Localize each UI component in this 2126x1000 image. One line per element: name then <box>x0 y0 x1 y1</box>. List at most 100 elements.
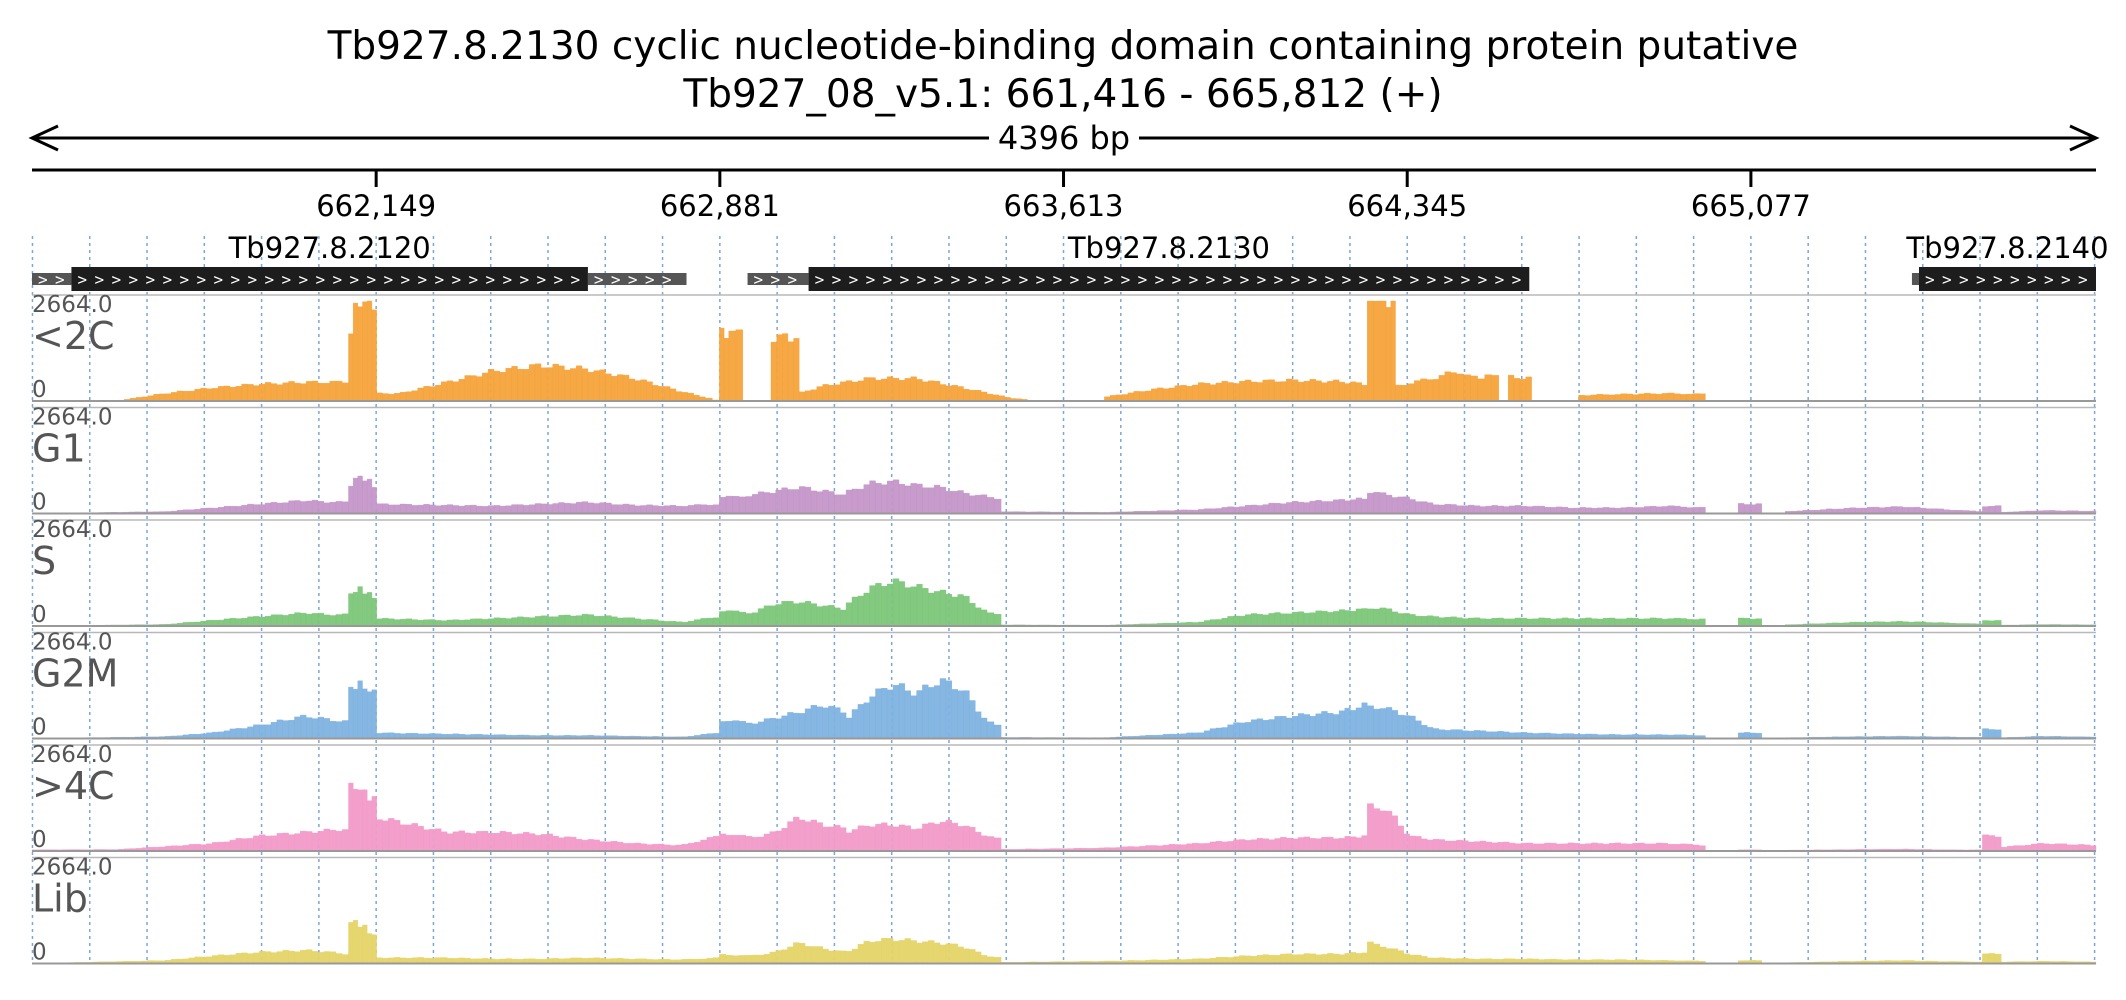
strand-chevron: > <box>468 270 478 289</box>
strand-chevron: > <box>1427 270 1437 289</box>
coverage-bars <box>1000 952 1368 964</box>
strand-chevron: > <box>1461 270 1471 289</box>
strand-chevron: > <box>1223 270 1233 289</box>
strand-chevron: > <box>38 270 48 289</box>
coverage-bars <box>376 732 720 739</box>
track->4C: 2664.0 0 >4C <box>31 742 2097 853</box>
coverage-bars <box>1104 378 1368 402</box>
strand-chevron: > <box>1002 270 1012 289</box>
strand-chevron: > <box>145 270 155 289</box>
strand-chevron: > <box>1325 270 1335 289</box>
coverage-bars <box>43 949 349 964</box>
ruler-label-background <box>989 118 1139 158</box>
strand-chevron: > <box>1410 270 1420 289</box>
strand-chevron: > <box>553 270 563 289</box>
strand-chevron: > <box>1342 270 1352 289</box>
strand-chevron: > <box>213 270 223 289</box>
strand-chevron: > <box>1240 270 1250 289</box>
coverage-bars <box>31 828 349 852</box>
strand-chevron: > <box>917 270 927 289</box>
coverage-bars <box>348 586 377 627</box>
strand-chevron: > <box>628 270 638 289</box>
coverage-bars <box>56 612 349 627</box>
strand-chevron: > <box>1257 270 1267 289</box>
coverage-bars <box>348 782 377 852</box>
strand-chevron: > <box>1172 270 1182 289</box>
strand-chevron: > <box>951 270 961 289</box>
track-G1: 2664.0 0 G1 <box>32 405 2097 516</box>
strand-chevron: > <box>400 270 410 289</box>
strand-chevron: > <box>1495 270 1505 289</box>
strand-chevron: > <box>230 270 240 289</box>
strand-chevron: > <box>832 270 842 289</box>
coverage-bars <box>770 333 800 402</box>
coverage-bars <box>376 957 720 964</box>
coverage-bars <box>719 942 847 964</box>
position-axis: 662,149 662,881 663,613 664,345 665,077 <box>32 168 2096 223</box>
tick-label: 662,881 <box>660 189 780 223</box>
y-min-label: 0 <box>32 490 47 516</box>
gene-cds <box>808 267 1530 291</box>
coverage-bars <box>1000 835 1368 852</box>
strand-chevron: > <box>1512 270 1522 289</box>
coverage-bars <box>845 578 1002 627</box>
strand-chevron: > <box>1478 270 1488 289</box>
strand-chevron: > <box>1393 270 1403 289</box>
gene-utr <box>1911 273 1919 285</box>
coverage-bars <box>1982 728 2002 739</box>
strand-chevron: > <box>349 270 359 289</box>
strand-chevron: > <box>849 270 859 289</box>
strand-chevron: > <box>1121 270 1131 289</box>
y-min-label: 0 <box>32 377 47 403</box>
strand-chevron: > <box>281 270 291 289</box>
coverage-bars <box>1738 503 1762 514</box>
strand-chevron: > <box>434 270 444 289</box>
coverage-bars <box>348 475 377 514</box>
tick-label: 664,345 <box>1347 189 1467 223</box>
y-max-label: 2664.0 <box>32 517 112 543</box>
coverage-bars <box>1578 392 1706 402</box>
coverage-bars <box>56 714 349 739</box>
coverage-bars <box>719 816 847 852</box>
track-label: >4C <box>32 764 115 808</box>
strand-chevron: > <box>1444 270 1454 289</box>
strand-chevron: > <box>128 270 138 289</box>
strand-chevron: > <box>536 270 546 289</box>
coverage-bars <box>376 501 720 514</box>
strand-chevron: > <box>1104 270 1114 289</box>
coverage-bars <box>1738 732 1762 739</box>
strand-chevron: > <box>77 270 87 289</box>
y-max-label: 2664.0 <box>32 292 112 318</box>
coverage-bars <box>799 376 1034 402</box>
length-ruler: 4396 bp <box>28 118 2100 158</box>
strand-chevron: > <box>94 270 104 289</box>
strand-chevron: > <box>1959 270 1969 289</box>
strand-chevron: > <box>1053 270 1063 289</box>
tick-label: 665,077 <box>1691 189 1811 223</box>
gene-cds <box>71 267 588 291</box>
coverage-bars <box>376 818 720 852</box>
strand-chevron: > <box>1019 270 1029 289</box>
coverage-bars <box>50 499 349 514</box>
strand-chevron: > <box>611 270 621 289</box>
y-min-label: 0 <box>32 827 47 853</box>
coverage-bars <box>1738 617 1762 627</box>
coverage-bars <box>348 300 377 402</box>
strand-chevron: > <box>1993 270 2003 289</box>
coverage-bars <box>1367 803 1706 852</box>
strand-chevron: > <box>451 270 461 289</box>
strand-chevron: > <box>1976 270 1986 289</box>
gene-track: > > > > > > > > > > > > > > > > > > > > > > > > > > > > > > > > > > > > > Tb9… <box>32 231 2109 291</box>
coverage-bars <box>1395 371 1485 402</box>
strand-chevron: > <box>485 270 495 289</box>
strand-chevron: > <box>383 270 393 289</box>
coverage-bars <box>376 363 720 402</box>
strand-chevron: > <box>1138 270 1148 289</box>
strand-chevron: > <box>1925 270 1935 289</box>
strand-chevron: > <box>2044 270 2054 289</box>
coverage-bars <box>1785 621 1983 627</box>
strand-chevron: > <box>934 270 944 289</box>
coverage-bars <box>1367 607 1706 627</box>
track-<2C: 2664.0 0 <2C <box>32 292 2096 403</box>
strand-chevron: > <box>968 270 978 289</box>
